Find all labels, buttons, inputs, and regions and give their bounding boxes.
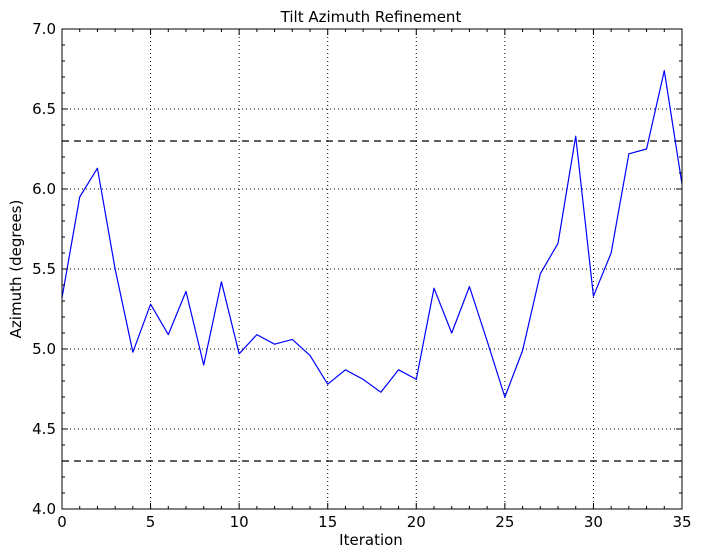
x-tick-label: 35: [672, 513, 691, 531]
y-tick-label: 4.0: [32, 500, 56, 518]
x-tick-label: 5: [146, 513, 156, 531]
x-tick-label: 20: [407, 513, 426, 531]
x-tick-label: 0: [57, 513, 67, 531]
y-tick-label: 7.0: [32, 20, 56, 38]
y-tick-label: 6.0: [32, 180, 56, 198]
series-layer: [61, 69, 683, 398]
plot-frame: [61, 28, 683, 510]
reference-lines: [62, 140, 682, 462]
x-tick-label: 15: [318, 513, 337, 531]
tick-layer: 0 5 10 15 20 25 30 35 4.0 4.5 5.0 5.5 6.0 6.5 7.0: [32, 20, 691, 531]
series-line: [61, 69, 683, 398]
y-tick-label: 4.5: [32, 420, 56, 438]
x-tick-label: 30: [584, 513, 603, 531]
chart-title: Tilt Azimuth Refinement: [280, 8, 462, 26]
y-tick-label: 5.5: [32, 260, 56, 278]
x-tick-label: 25: [495, 513, 514, 531]
x-axis-title: Iteration: [339, 531, 403, 549]
y-axis-title: Azimuth (degrees): [7, 200, 25, 339]
y-tick-label: 6.5: [32, 100, 56, 118]
x-tick-label: 10: [230, 513, 249, 531]
y-tick-label: 5.0: [32, 340, 56, 358]
grid-layer: [62, 29, 682, 509]
